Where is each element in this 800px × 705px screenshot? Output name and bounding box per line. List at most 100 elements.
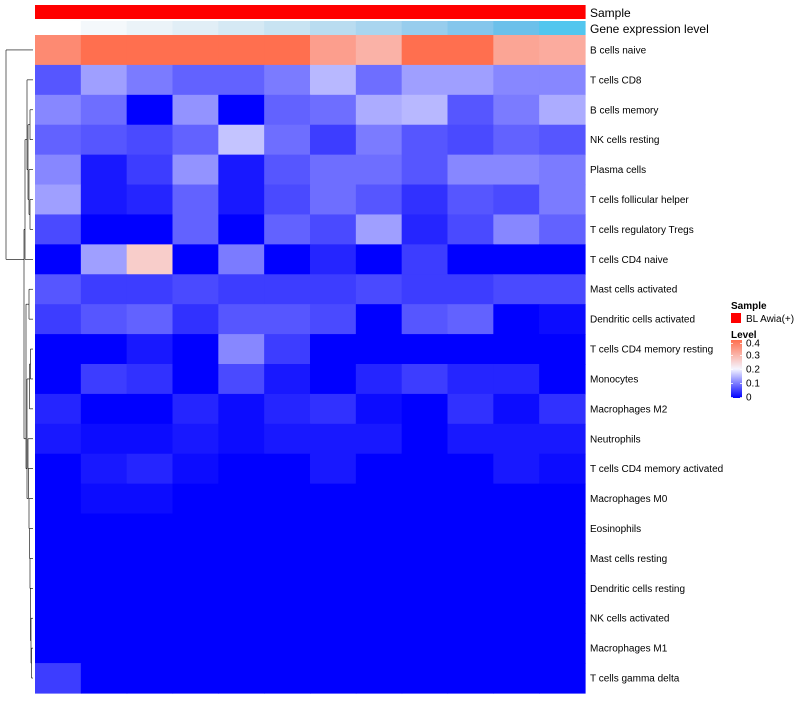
row-label: Mast cells activated [590, 285, 677, 296]
heatmap-cell [310, 274, 357, 305]
heatmap-cell [355, 64, 403, 96]
heatmap-cell [126, 453, 174, 485]
heatmap-cell [126, 603, 174, 634]
heatmap-cell [447, 573, 494, 604]
heatmap-cell [126, 64, 174, 96]
heatmap-cell [447, 35, 494, 66]
heatmap-cell [218, 393, 265, 425]
heatmap-cell [310, 543, 357, 574]
heatmap-cell [447, 364, 494, 395]
heatmap-cell [493, 543, 540, 574]
heatmap-cell [401, 393, 449, 425]
heatmap-cell [447, 184, 494, 216]
heatmap-cell [355, 214, 403, 245]
heatmap-cell [80, 513, 128, 545]
heatmap-cell [218, 663, 265, 694]
heatmap-cell [126, 35, 174, 66]
heatmap-cell [310, 154, 357, 186]
heatmap-cell [172, 573, 219, 604]
heatmap-cell [493, 453, 540, 485]
heatmap-cell [493, 483, 540, 515]
heatmap-cell [35, 663, 82, 694]
heatmap-cell [35, 513, 82, 545]
heatmap-cell [172, 64, 219, 96]
heatmap-cell [80, 274, 128, 305]
heatmap-cell [80, 633, 128, 664]
expression-annotation-cell [447, 21, 494, 35]
heatmap-cell [401, 483, 449, 515]
row-dendrogram [5, 49, 33, 679]
sample-annotation-cell [218, 5, 265, 19]
heatmap-cell [218, 543, 265, 574]
heatmap-cell [310, 573, 357, 604]
sample-annotation-cell [401, 5, 449, 19]
heatmap-cell [447, 124, 494, 156]
heatmap-cell [401, 663, 449, 694]
heatmap-cell [80, 364, 128, 395]
heatmap-cell [126, 633, 174, 664]
heatmap-cell [218, 334, 265, 365]
heatmap-cell [172, 124, 219, 156]
heatmap-cell [35, 393, 82, 425]
heatmap-cell [126, 94, 174, 126]
heatmap-cell [35, 274, 82, 305]
row-label: T cells follicular helper [590, 195, 689, 206]
heatmap-cell [447, 94, 494, 126]
heatmap-cell [447, 423, 494, 455]
heatmap-cell [493, 274, 540, 305]
heatmap-cell [355, 334, 403, 365]
heatmap-cell [264, 154, 311, 186]
heatmap-cell [493, 94, 540, 126]
heatmap-cell [401, 513, 449, 545]
heatmap-cell [218, 274, 265, 305]
expression-annotation-cell [493, 21, 540, 35]
heatmap-cell [401, 304, 449, 335]
heatmap-cell [80, 603, 128, 634]
heatmap-cell [310, 393, 357, 425]
heatmap-cell [218, 633, 265, 664]
heatmap-cell [539, 513, 586, 545]
heatmap-cell [264, 663, 311, 694]
heatmap-cell [355, 154, 403, 186]
heatmap-cell [355, 35, 403, 66]
heatmap-cell [35, 244, 82, 275]
legend-color-bar [731, 340, 742, 398]
heatmap-cell [80, 64, 128, 96]
heatmap-cell [264, 423, 311, 455]
heatmap-cell [310, 304, 357, 335]
legend-tick-label: 0.4 [746, 339, 760, 350]
heatmap-cell [355, 633, 403, 664]
heatmap-cell [264, 304, 311, 335]
heatmap-cell [355, 393, 403, 425]
heatmap-cell [126, 184, 174, 216]
heatmap-cell [539, 274, 586, 305]
heatmap-cell [172, 35, 219, 66]
heatmap-cell [218, 154, 265, 186]
heatmap-cell [126, 393, 174, 425]
heatmap-cell [539, 244, 586, 275]
heatmap-cell [35, 64, 82, 96]
row-label: T cells CD4 memory activated [590, 464, 723, 475]
heatmap-cell [447, 274, 494, 305]
heatmap-cell [310, 184, 357, 216]
row-label: Neutrophils [590, 434, 641, 445]
heatmap-cell [126, 334, 174, 365]
heatmap-cell [35, 124, 82, 156]
heatmap-cell [401, 244, 449, 275]
heatmap-cell [539, 64, 586, 96]
heatmap-cell [80, 94, 128, 126]
heatmap-cell [355, 364, 403, 395]
sample-annotation-cell [493, 5, 540, 19]
heatmap-cell [310, 453, 357, 485]
heatmap-cell [218, 244, 265, 275]
heatmap-cell [172, 603, 219, 634]
row-label: Monocytes [590, 374, 638, 385]
heatmap-cell [264, 603, 311, 634]
heatmap-cell [355, 513, 403, 545]
heatmap-cell [264, 364, 311, 395]
heatmap-cell [355, 184, 403, 216]
heatmap-cell [80, 214, 128, 245]
heatmap-cell [35, 453, 82, 485]
heatmap-cell [172, 393, 219, 425]
